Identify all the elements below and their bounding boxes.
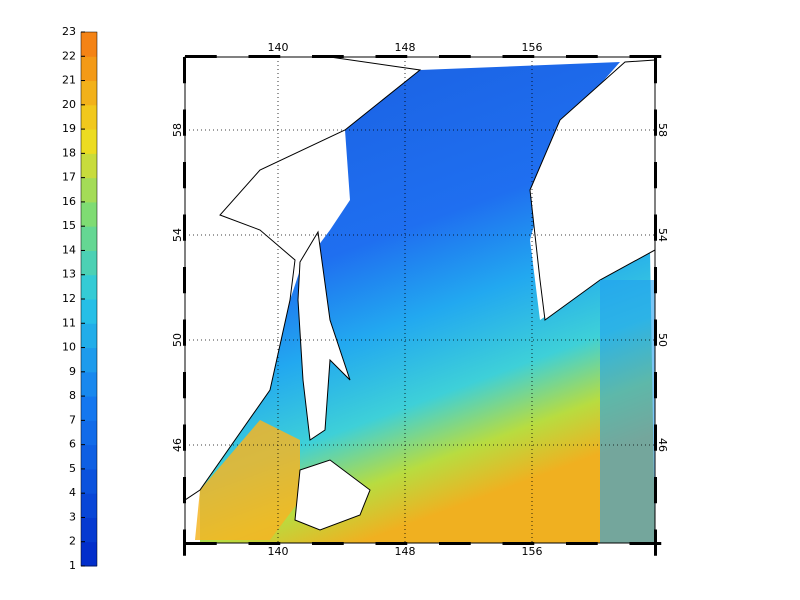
colorbar-tick-label: 18 xyxy=(62,146,76,159)
colorbar-tick-label: 15 xyxy=(62,219,76,232)
colorbar-segment xyxy=(81,104,97,130)
lat-label-right: 54 xyxy=(656,228,669,242)
colorbar-segment xyxy=(81,299,97,324)
colorbar-tick-label: 9 xyxy=(69,365,76,378)
lat-label-right: 58 xyxy=(656,123,669,137)
lon-label-top: 148 xyxy=(395,41,416,54)
colorbar-tick-label: 7 xyxy=(69,413,76,426)
axis-labels: 140 140 148 148 156 156 46 46 50 50 54 54 58 58 xyxy=(171,41,669,558)
colorbar-segment xyxy=(81,420,97,446)
colorbar-segment xyxy=(81,323,97,349)
colorbar-segment xyxy=(81,493,97,518)
colorbar-segment xyxy=(81,177,97,203)
colorbar-segment xyxy=(81,153,97,179)
colorbar-tick-label: 22 xyxy=(62,49,76,62)
colorbar-tick-label: 8 xyxy=(69,389,76,402)
colorbar-tick-label: 14 xyxy=(62,243,76,256)
colorbar-tick-label: 16 xyxy=(62,195,76,208)
lon-label-top: 140 xyxy=(268,41,289,54)
colorbar-tick-label: 5 xyxy=(69,462,76,475)
colorbar-tick-label: 4 xyxy=(69,486,76,499)
colorbar-tick-label: 3 xyxy=(69,510,76,523)
colorbar-tick-label: 1 xyxy=(69,559,76,572)
colorbar-tick-label: 6 xyxy=(69,438,76,451)
lon-label-bottom: 140 xyxy=(268,545,289,558)
colorbar-segment xyxy=(81,80,97,106)
map-field xyxy=(185,57,655,543)
colorbar-segment xyxy=(81,226,97,251)
colorbar-segment xyxy=(81,201,97,227)
lon-label-bottom: 148 xyxy=(395,545,416,558)
colorbar-segment xyxy=(81,250,97,276)
lat-label-right: 50 xyxy=(656,333,669,347)
colorbar-tick-label: 11 xyxy=(62,316,76,329)
colorbar-tick-label: 10 xyxy=(62,341,76,354)
colorbar-segment xyxy=(81,468,97,494)
colorbar-tick-label: 20 xyxy=(62,98,76,111)
colorbar-tick-label: 12 xyxy=(62,292,76,305)
lat-label-right: 46 xyxy=(656,438,669,452)
colorbar-tick-label: 19 xyxy=(62,122,76,135)
colorbar-segment xyxy=(81,56,97,82)
colorbar-tick-label: 2 xyxy=(69,535,76,548)
lat-label-left: 46 xyxy=(171,438,184,452)
colorbar-tick-label: 17 xyxy=(62,171,76,184)
colorbar-segment xyxy=(81,371,97,397)
lat-label-left: 58 xyxy=(171,123,184,137)
lon-label-top: 156 xyxy=(522,41,543,54)
colorbar-segment xyxy=(81,396,97,421)
map-frame xyxy=(184,56,656,544)
colorbar-tick-label: 21 xyxy=(62,74,76,87)
lon-label-bottom: 156 xyxy=(522,545,543,558)
colorbar-segment xyxy=(81,32,97,57)
colorbar-segment xyxy=(81,347,97,373)
colorbar-segment xyxy=(81,541,97,567)
colorbar-tick-label: 23 xyxy=(62,25,76,38)
colorbar-segment xyxy=(81,517,97,543)
lat-label-left: 54 xyxy=(171,228,184,242)
colorbar-segment xyxy=(81,129,97,154)
colorbar-segment xyxy=(81,444,97,470)
colorbar-tick-label: 13 xyxy=(62,268,76,281)
colorbar-segment xyxy=(81,274,97,300)
lat-label-left: 50 xyxy=(171,333,184,347)
